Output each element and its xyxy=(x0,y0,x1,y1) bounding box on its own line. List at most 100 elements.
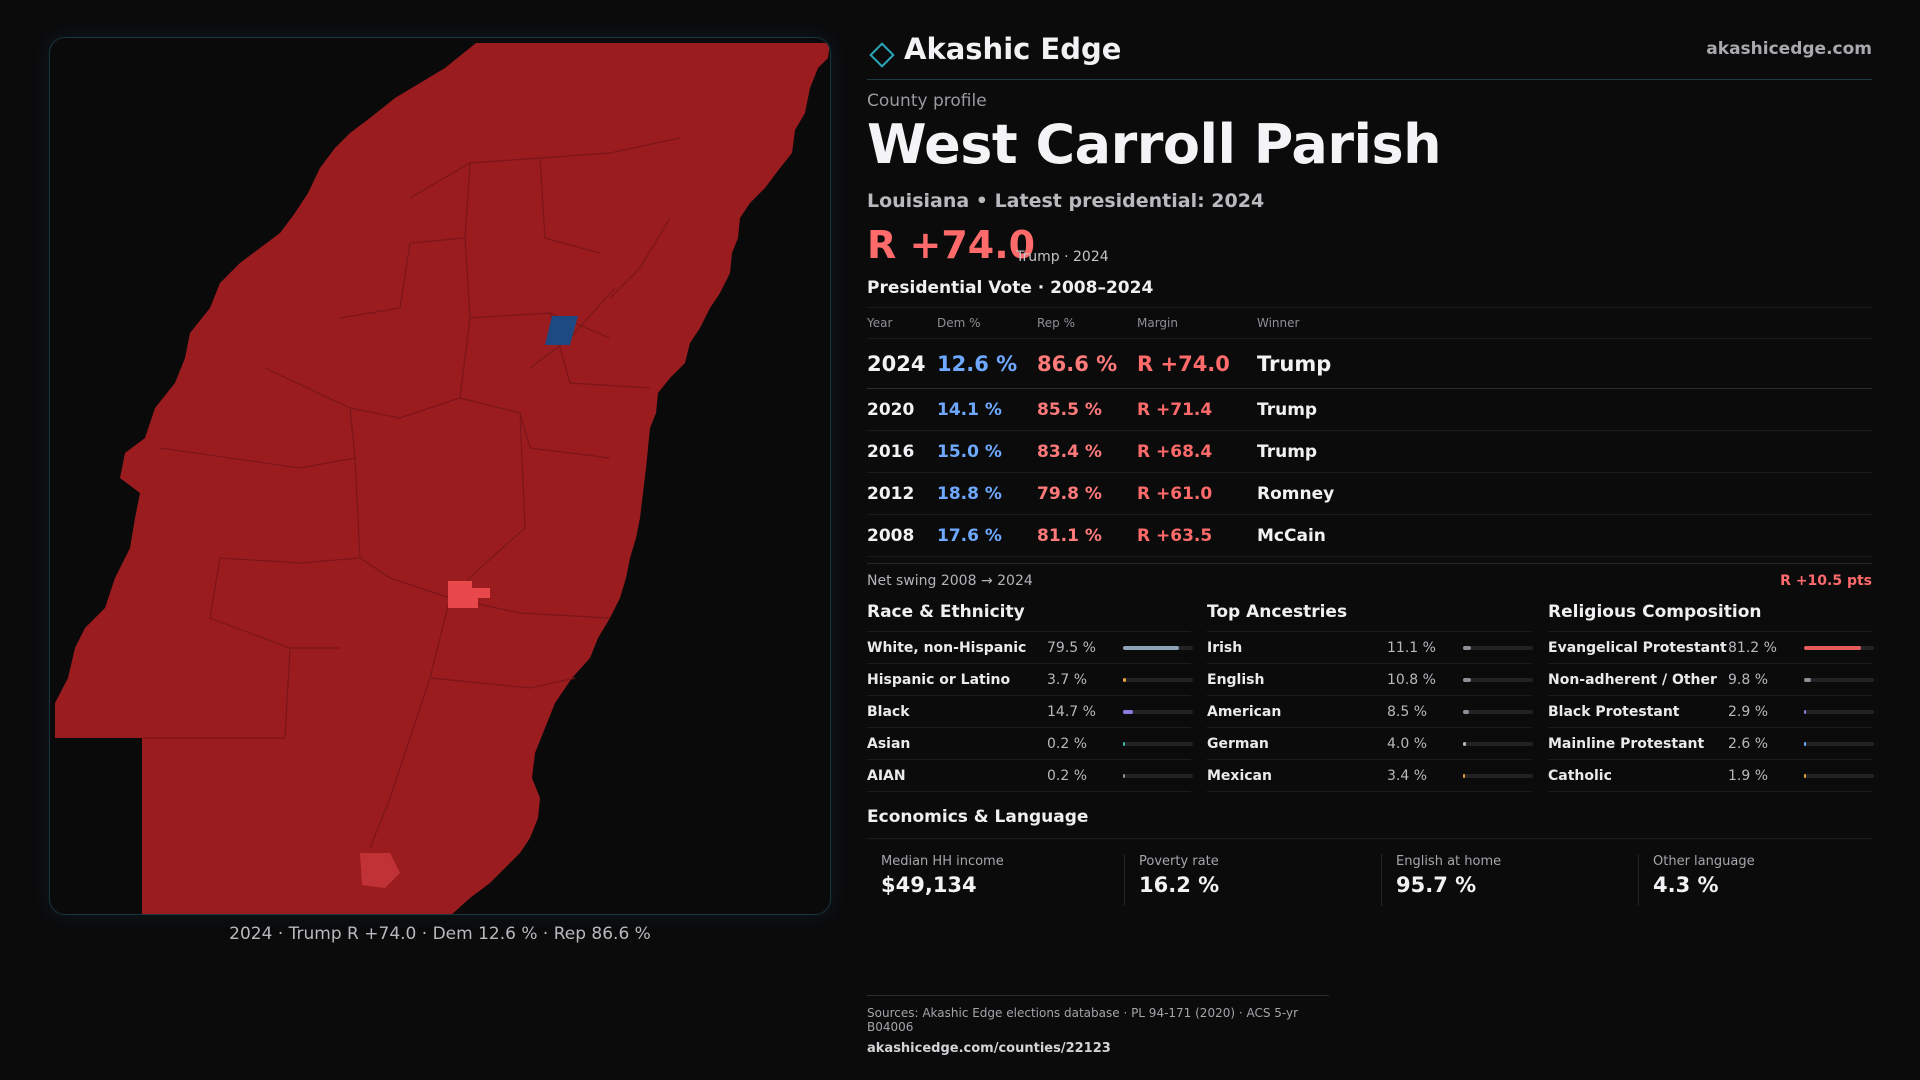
row-dem: 18.8 % xyxy=(937,483,1002,504)
percent-bar xyxy=(1804,646,1874,650)
percent-bar xyxy=(1804,710,1874,714)
percent-bar xyxy=(1804,678,1874,682)
item-label: Irish xyxy=(1207,640,1243,656)
brand-url[interactable]: akashicedge.com xyxy=(1706,39,1872,59)
percent-bar-fill xyxy=(1463,742,1466,746)
list-item: Evangelical Protestant 81.2 % xyxy=(1548,632,1874,664)
list-item: Catholic 1.9 % xyxy=(1548,760,1874,792)
percent-bar-fill xyxy=(1804,710,1807,714)
col-winner: Winner xyxy=(1257,316,1300,330)
item-label: Mainline Protestant xyxy=(1548,736,1705,752)
item-label: Mexican xyxy=(1207,768,1272,784)
religion-title: Religious Composition xyxy=(1548,602,1872,632)
list-item: AIAN 0.2 % xyxy=(867,760,1193,792)
percent-bar xyxy=(1804,774,1874,778)
item-value: 11.1 % xyxy=(1387,640,1436,656)
race-ethnicity-section: Race & Ethnicity White, non-Hispanic 79.5… xyxy=(867,602,1193,792)
item-label: Non-adherent / Other xyxy=(1548,672,1717,688)
row-rep: 79.8 % xyxy=(1037,483,1102,504)
row-winner: Trump xyxy=(1257,351,1332,376)
item-value: 2.6 % xyxy=(1728,736,1769,752)
table-row: 2008 17.6 % 81.1 % R +63.5 McCain xyxy=(867,515,1872,557)
dem-precinct[interactable] xyxy=(545,316,578,345)
item-value: 10.8 % xyxy=(1387,672,1436,688)
col-rep: Rep % xyxy=(1037,316,1076,330)
percent-bar xyxy=(1463,646,1533,650)
sources-text: Sources: Akashic Edge elections database… xyxy=(867,1006,1299,1034)
item-value: 79.5 % xyxy=(1047,640,1096,656)
list-item: German 4.0 % xyxy=(1207,728,1533,760)
race-title: Race & Ethnicity xyxy=(867,602,1191,632)
percent-bar xyxy=(1804,742,1874,746)
list-item: Irish 11.1 % xyxy=(1207,632,1533,664)
percent-bar xyxy=(1463,678,1533,682)
item-label: AIAN xyxy=(867,768,906,784)
profile-kicker: County profile xyxy=(867,91,987,111)
percent-bar-fill xyxy=(1463,774,1466,778)
percent-bar xyxy=(1123,774,1193,778)
list-item: English 10.8 % xyxy=(1207,664,1533,696)
row-rep: 81.1 % xyxy=(1037,525,1102,546)
percent-bar-fill xyxy=(1804,678,1811,682)
item-value: 81.2 % xyxy=(1728,640,1777,656)
percent-bar-fill xyxy=(1123,678,1126,682)
econ-label: English at home xyxy=(1396,854,1502,869)
race-list: White, non-Hispanic 79.5 % Hispanic or Lat… xyxy=(867,632,1193,792)
row-year: 2024 xyxy=(867,351,926,376)
religion-list: Evangelical Protestant 81.2 % Non-adherent… xyxy=(1548,632,1874,792)
econ-label: Other language xyxy=(1653,854,1755,869)
percent-bar-fill xyxy=(1123,646,1179,650)
vote-table: Year Dem % Rep % Margin Winner 2024 12.6… xyxy=(867,307,1872,557)
econ-value: 95.7 % xyxy=(1396,873,1477,897)
item-value: 0.2 % xyxy=(1047,736,1088,752)
diamond-logo-icon xyxy=(869,42,895,68)
item-label: Asian xyxy=(867,736,911,752)
percent-bar-fill xyxy=(1804,774,1806,778)
percent-bar-fill xyxy=(1123,774,1125,778)
row-margin: R +68.4 xyxy=(1137,441,1213,462)
list-item: Black 14.7 % xyxy=(867,696,1193,728)
strong-rep-precinct[interactable] xyxy=(448,581,490,608)
row-dem: 14.1 % xyxy=(937,399,1002,420)
strong-rep-precinct-south[interactable] xyxy=(360,853,400,888)
row-year: 2016 xyxy=(867,441,915,462)
item-label: White, non-Hispanic xyxy=(867,640,1027,656)
econ-value: 16.2 % xyxy=(1139,873,1220,897)
row-year: 2020 xyxy=(867,399,915,420)
row-dem: 12.6 % xyxy=(937,351,1018,376)
row-winner: McCain xyxy=(1257,525,1326,546)
econ-income: Median HH income $49,134 xyxy=(867,854,1117,906)
list-item: Mainline Protestant 2.6 % xyxy=(1548,728,1874,760)
item-label: Black xyxy=(867,704,910,720)
map-caption: 2024 · Trump R +74.0 · Dem 12.6 % · Rep … xyxy=(229,924,651,944)
item-label: German xyxy=(1207,736,1269,752)
item-value: 14.7 % xyxy=(1047,704,1096,720)
row-winner: Trump xyxy=(1257,399,1318,420)
item-label: Catholic xyxy=(1548,768,1612,784)
row-winner: Romney xyxy=(1257,483,1335,504)
percent-bar-fill xyxy=(1804,646,1861,650)
list-item: White, non-Hispanic 79.5 % xyxy=(867,632,1193,664)
table-row: 2024 12.6 % 86.6 % R +74.0 Trump xyxy=(867,339,1872,389)
list-item: Mexican 3.4 % xyxy=(1207,760,1533,792)
profile-panel: Akashic Edge akashicedge.com County prof… xyxy=(867,0,1874,1080)
percent-bar-fill xyxy=(1463,710,1469,714)
econ-label: Median HH income xyxy=(881,854,1004,869)
sources-url[interactable]: akashicedge.com/counties/22123 xyxy=(867,1041,1111,1056)
brand-name: Akashic Edge xyxy=(904,32,1122,66)
percent-bar-fill xyxy=(1463,646,1471,650)
econ-poverty: Poverty rate 16.2 % xyxy=(1124,854,1374,906)
percent-bar xyxy=(1123,742,1193,746)
percent-bar xyxy=(1463,774,1533,778)
item-value: 3.4 % xyxy=(1387,768,1428,784)
row-rep: 86.6 % xyxy=(1037,351,1118,376)
econ-other-language: Other language 4.3 % xyxy=(1638,854,1888,906)
item-label: Evangelical Protestant xyxy=(1548,640,1727,656)
list-item: Non-adherent / Other 9.8 % xyxy=(1548,664,1874,696)
item-value: 2.9 % xyxy=(1728,704,1769,720)
page-subtitle: Louisiana • Latest presidential: 2024 xyxy=(867,190,1265,212)
row-dem: 17.6 % xyxy=(937,525,1002,546)
precinct-map[interactable] xyxy=(49,37,831,915)
col-margin: Margin xyxy=(1137,316,1178,330)
percent-bar xyxy=(1463,742,1533,746)
